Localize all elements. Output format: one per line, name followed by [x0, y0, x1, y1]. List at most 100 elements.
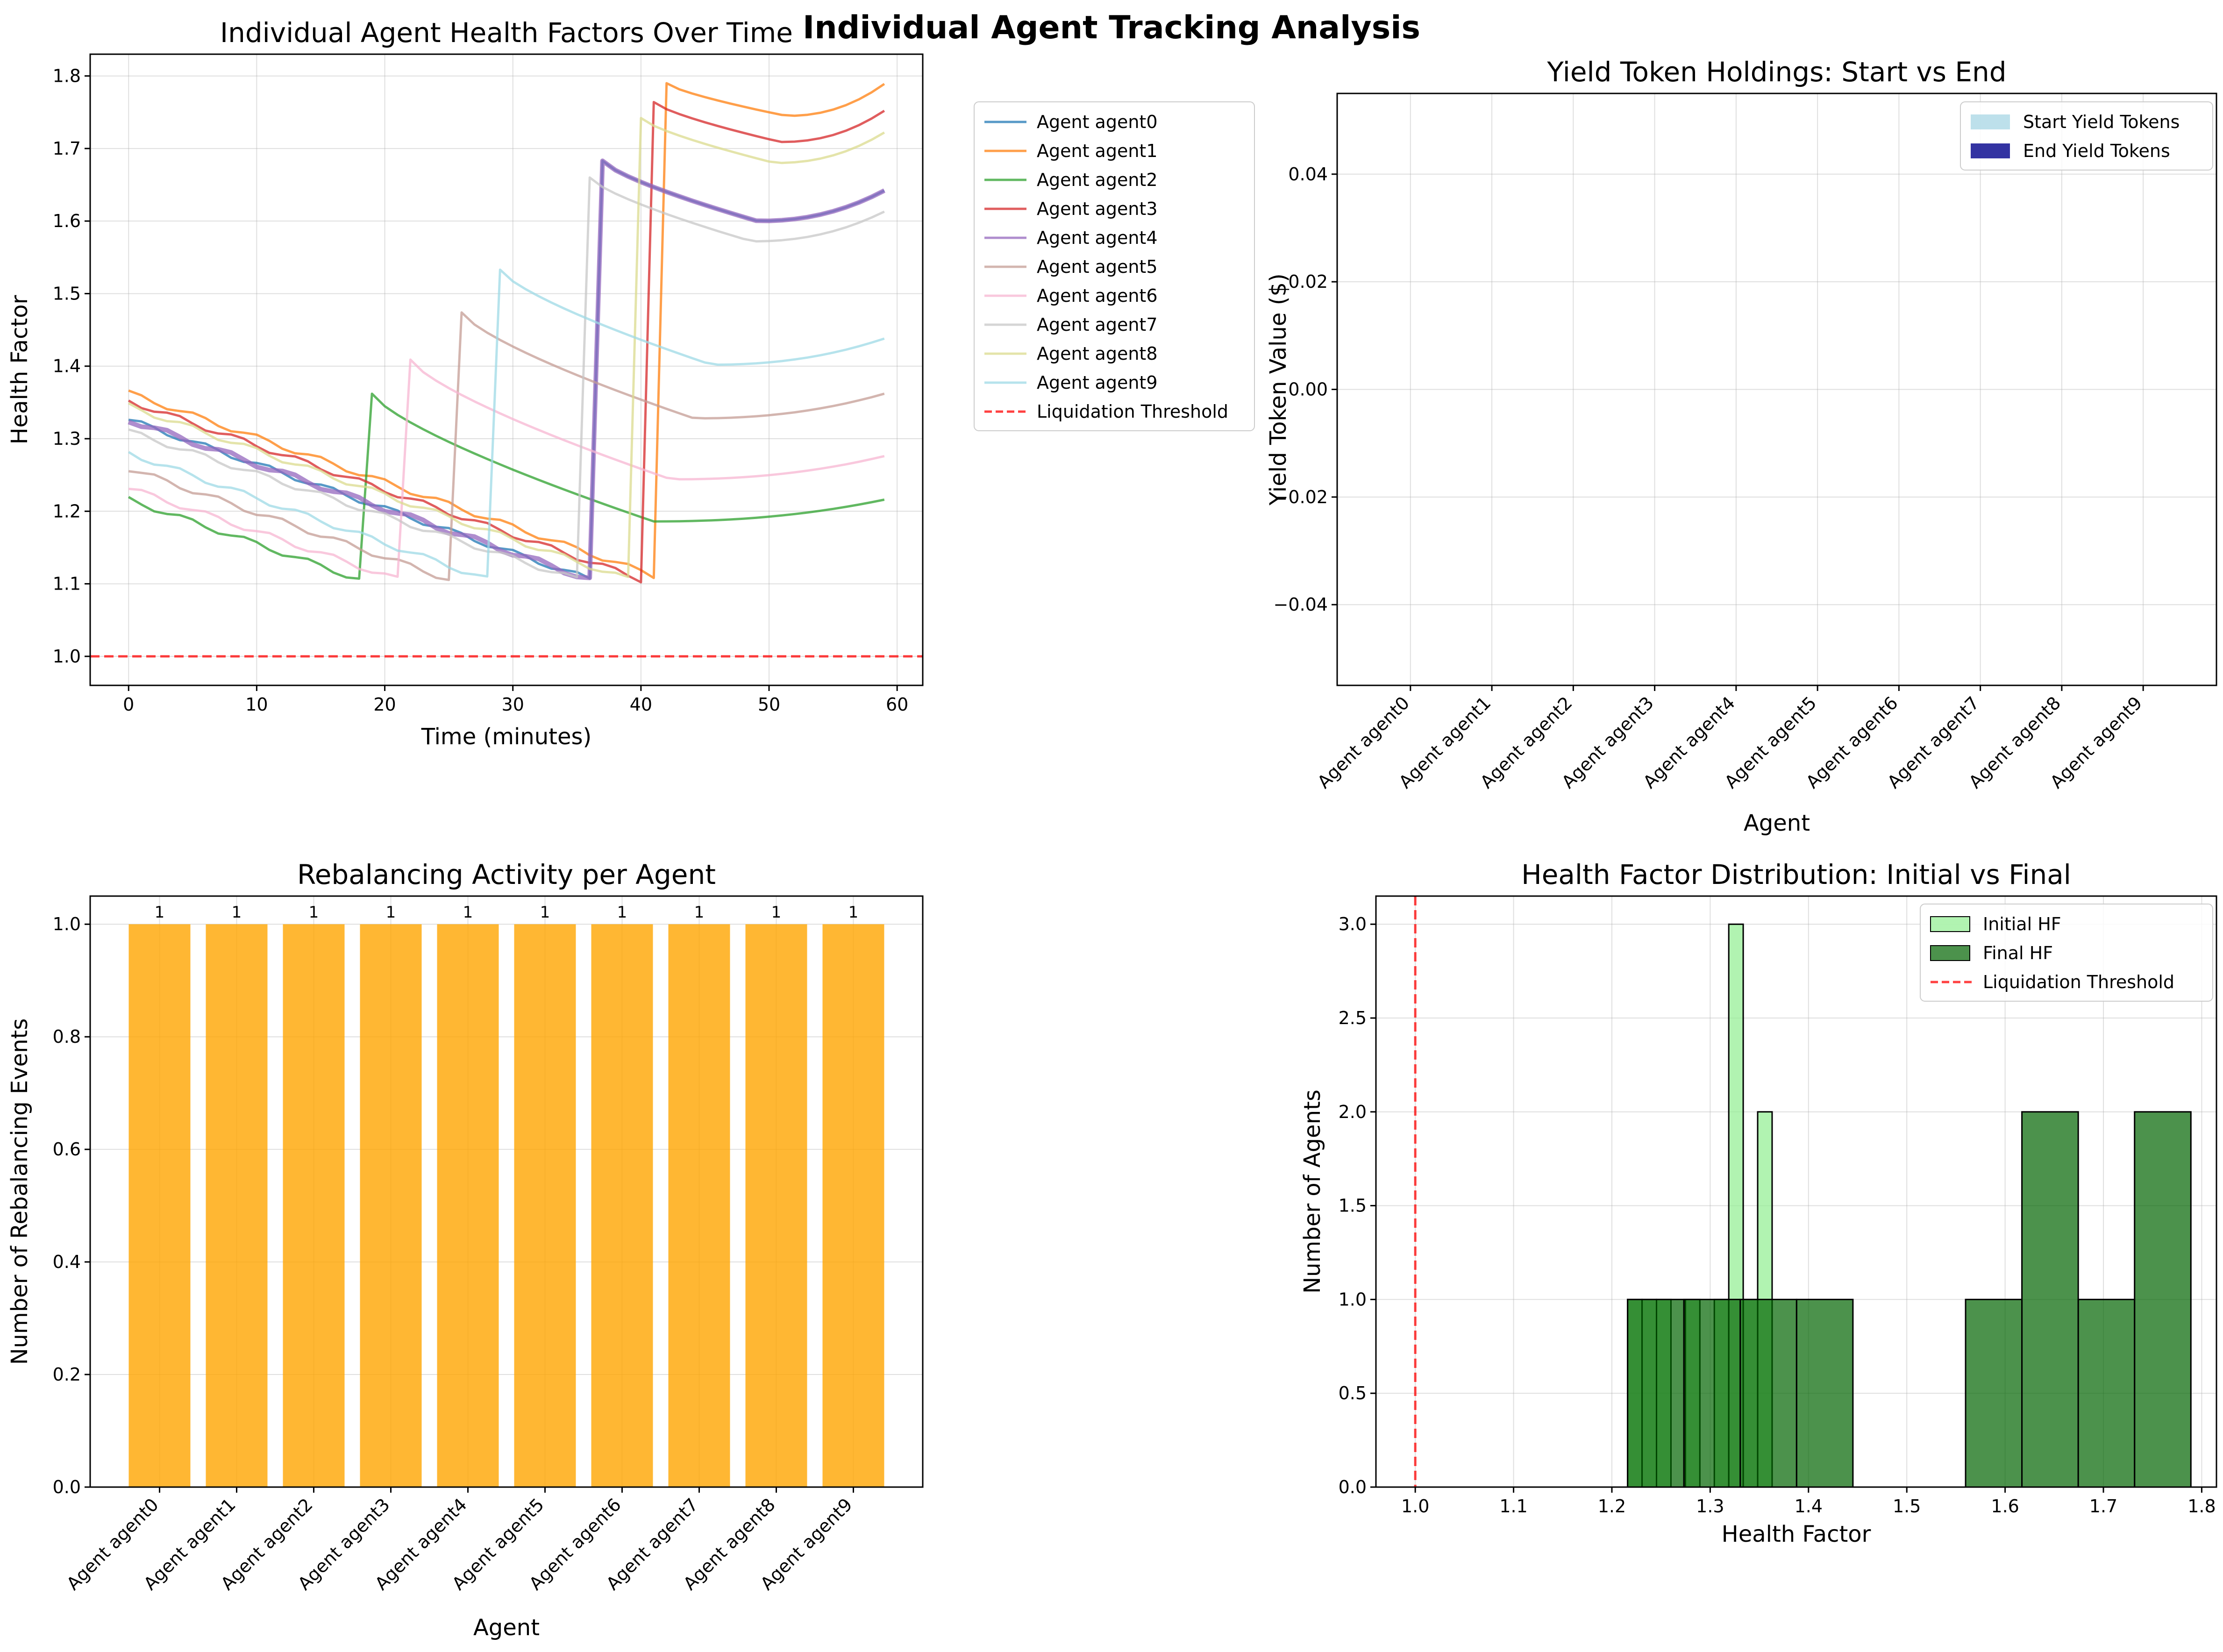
series-line-agent5 [128, 311, 885, 581]
rebalance-bar [591, 924, 653, 1487]
legend-label: Agent agent4 [1037, 228, 1158, 248]
x-tick-label: 1.7 [2089, 1496, 2117, 1517]
y-tick-label: 1.6 [53, 211, 81, 231]
series-line-agent1 [128, 82, 885, 579]
bar-data-label: 1 [694, 903, 705, 922]
y-tick-label: 0.4 [53, 1252, 81, 1272]
final-hf-bin [2134, 1111, 2192, 1488]
figure-title: Individual Agent Tracking Analysis [803, 9, 1420, 46]
x-tick-label: 10 [245, 694, 268, 715]
final-hf-bin [1739, 1298, 1797, 1488]
series-line-agent9 [128, 268, 885, 578]
legend-label: Agent agent1 [1037, 141, 1158, 161]
series-line-agent7 [128, 176, 885, 579]
yield-legend-box [1960, 101, 2213, 171]
x-tick-label: 40 [630, 694, 652, 715]
y-tick-label: 1.8 [53, 66, 81, 86]
final-hf-bin [1796, 1298, 1854, 1488]
legend-label: Agent agent5 [1037, 256, 1158, 277]
y-tick-label: 0.02 [1288, 271, 1328, 292]
bar-data-label: 1 [540, 903, 550, 922]
y-tick-label: 3.0 [1339, 914, 1367, 934]
y-tick-label: 1.7 [53, 138, 81, 159]
x-tick-label: 0 [123, 694, 134, 715]
y-tick-label: 1.2 [53, 501, 81, 521]
bar-data-label: 1 [386, 903, 396, 922]
bar-data-label: 1 [309, 903, 319, 922]
y-tick-label: −0.02 [1274, 487, 1328, 507]
y-tick-label: 0.6 [53, 1139, 81, 1160]
legend-label: Final HF [1983, 943, 2053, 963]
y-tick-label: 0.8 [53, 1026, 81, 1047]
y-tick-label: 1.5 [1339, 1196, 1367, 1216]
x-tick-label: 1.4 [1795, 1496, 1823, 1517]
y-tick-label: 1.4 [53, 356, 81, 377]
bar-data-label: 1 [463, 903, 473, 922]
x-tick-label: 1.5 [1893, 1496, 1921, 1517]
legend-swatch [1930, 945, 1970, 961]
legend-swatch [1930, 916, 1970, 932]
legend-swatch [1971, 114, 2010, 129]
rebalance-bar [360, 924, 422, 1487]
series-line-agent8 [128, 117, 885, 578]
chart-title: Yield Token Holdings: Start vs End [1546, 56, 2006, 88]
rebalance-bar [128, 924, 191, 1487]
x-tick-label: 30 [502, 694, 524, 715]
y-tick-label: 0.00 [1288, 379, 1328, 400]
rebalance-bar [206, 924, 268, 1487]
distribution-legend-box [1920, 904, 2213, 1002]
y-tick-label: 2.5 [1339, 1008, 1367, 1028]
y-axis-label: Yield Token Value ($) [1265, 273, 1291, 506]
rebalance-bar [437, 924, 499, 1487]
y-tick-label: 0.04 [1288, 164, 1328, 185]
x-axis-label: Health Factor [1722, 1521, 1871, 1547]
y-tick-label: 1.3 [53, 428, 81, 449]
legend-label: Liquidation Threshold [1983, 972, 2174, 992]
series-line-agent2 [128, 392, 885, 580]
yield-chart-frame [1336, 93, 2217, 686]
x-tick-label: 1.0 [1401, 1496, 1429, 1517]
y-tick-label: 1.5 [53, 283, 81, 304]
legend-label: Liquidation Threshold [1037, 401, 1228, 422]
legend-label: Start Yield Tokens [2023, 112, 2180, 132]
legend-label: Initial HF [1983, 914, 2061, 934]
legend-label: Agent agent6 [1037, 285, 1158, 306]
y-tick-label: 1.0 [53, 914, 81, 934]
y-tick-label: 0.2 [53, 1364, 81, 1385]
y-tick-label: 2.0 [1339, 1102, 1367, 1122]
final-hf-bin [1683, 1298, 1741, 1488]
x-tick-label: 1.2 [1598, 1496, 1626, 1517]
legend-label: Agent agent9 [1037, 372, 1158, 393]
bar-data-label: 1 [155, 903, 165, 922]
x-tick-label: 50 [758, 694, 780, 715]
rebalance-bar [668, 924, 730, 1487]
legend-label: Agent agent0 [1037, 112, 1158, 132]
chart-title: Rebalancing Activity per Agent [297, 859, 716, 890]
legend-label: Agent agent3 [1037, 199, 1158, 219]
x-tick-label: 1.3 [1696, 1496, 1724, 1517]
y-axis-label: Number of Agents [1299, 1089, 1325, 1294]
legend-label: Agent agent8 [1037, 343, 1158, 364]
bar-data-label: 1 [232, 903, 242, 922]
x-axis-label: Agent [473, 1615, 540, 1641]
legend-swatch [1971, 143, 2010, 158]
bar-data-label: 1 [617, 903, 627, 922]
health-factor-line-chart: 1.0 1.1 1.2 1.3 1.4 1.5 1.6 1.7 1.8 0 10 20 30 40 50 60… [7, 17, 1255, 750]
x-axis-label: Agent [1744, 810, 1810, 836]
final-hf-bin [1965, 1298, 2023, 1488]
rebalance-bar [514, 924, 576, 1487]
x-tick-label: 20 [373, 694, 396, 715]
y-axis-label: Number of Rebalancing Events [7, 1018, 33, 1365]
y-tick-label: 0.5 [1339, 1383, 1367, 1403]
series-line-agent6 [128, 358, 885, 578]
final-hf-bin [1627, 1298, 1685, 1488]
x-tick-label: 1.8 [2187, 1496, 2216, 1517]
legend-label: Agent agent7 [1037, 314, 1158, 335]
y-tick-label: 0.0 [1339, 1477, 1367, 1497]
y-tick-label: 1.1 [53, 574, 81, 594]
health-factor-histogram: 0.0 0.5 1.0 1.5 2.0 2.5 3.0 1.0 1.1 1.2 1.3 1.4 1.5 1… [1299, 859, 2217, 1547]
x-tick-label: 1.6 [1991, 1496, 2019, 1517]
health-legend-box [974, 101, 1255, 431]
chart-title: Health Factor Distribution: Initial vs F… [1521, 859, 2071, 890]
